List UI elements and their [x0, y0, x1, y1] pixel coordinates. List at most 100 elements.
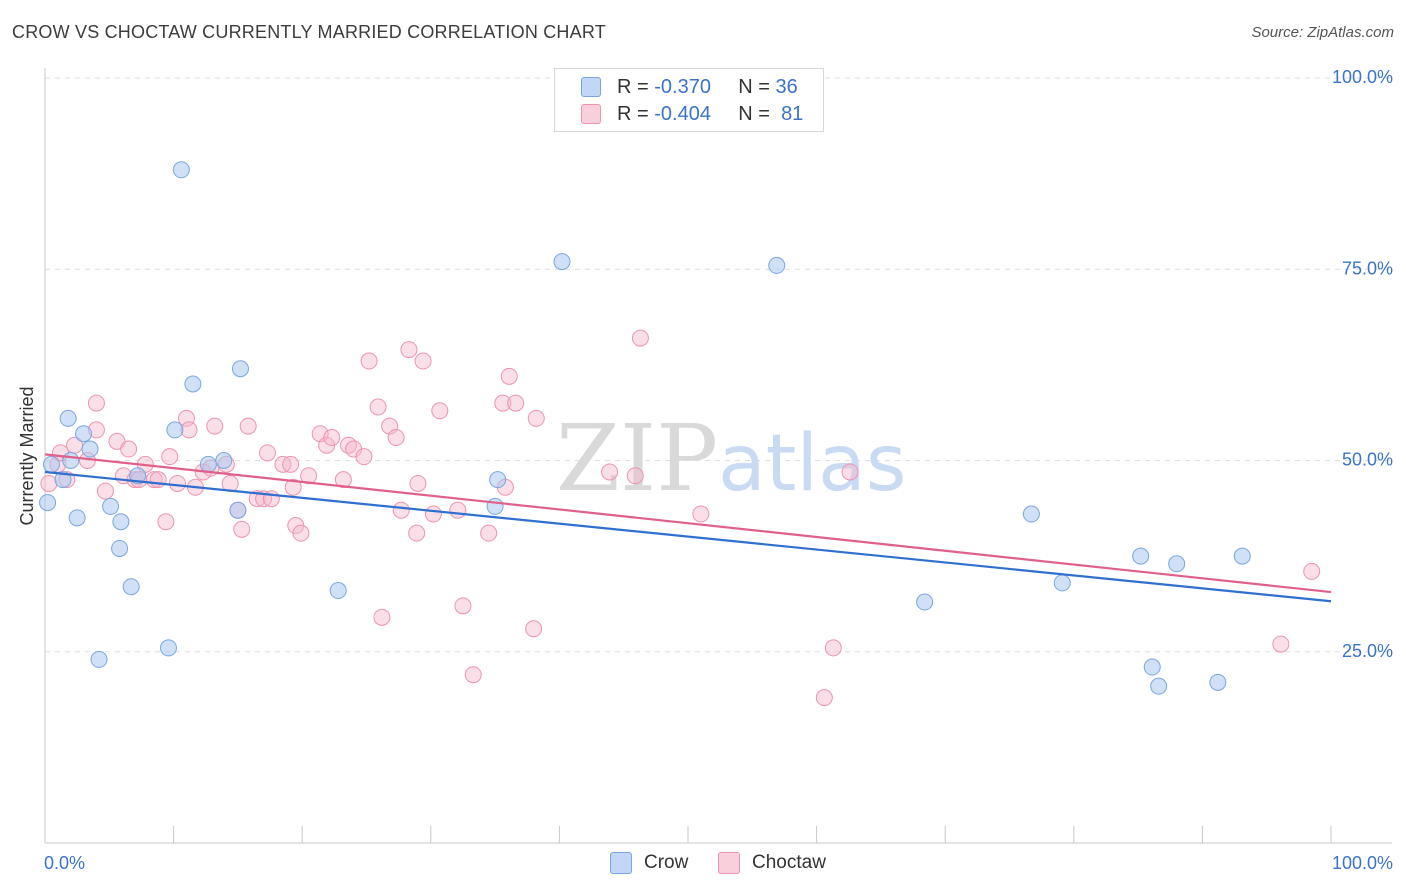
crow-legend-label: Crow — [644, 852, 689, 873]
choctaw-point — [355, 448, 373, 466]
choctaw-point — [480, 524, 498, 542]
choctaw-point — [1272, 635, 1290, 653]
choctaw-point — [692, 505, 710, 523]
choctaw-point — [373, 608, 391, 626]
legend-row-crow: R = -0.370 N = 36 — [581, 75, 798, 99]
crow-point — [90, 650, 108, 668]
choctaw-n-value: 81 — [781, 102, 804, 125]
crow-point — [768, 256, 786, 274]
crow-point — [62, 452, 80, 469]
crow-point — [199, 455, 217, 473]
axes — [44, 68, 1392, 844]
choctaw-point — [626, 467, 644, 485]
choctaw-point — [601, 463, 619, 481]
choctaw-legend-label: Choctaw — [752, 852, 826, 873]
crow-swatch — [581, 77, 601, 97]
crow-point — [81, 440, 99, 458]
crow-point — [329, 582, 347, 600]
choctaw-point — [206, 417, 224, 435]
crow-n-value: 36 — [775, 75, 798, 98]
chart-title: CROW VS CHOCTAW CURRENTLY MARRIED CORREL… — [12, 22, 606, 42]
choctaw-r-value: -0.404 — [654, 102, 711, 125]
source-label: Source: ZipAtlas.com — [1251, 24, 1394, 41]
legend-row-choctaw: R = -0.404 N = 81 — [581, 102, 803, 126]
choctaw-point — [233, 520, 251, 538]
choctaw-point — [464, 666, 482, 684]
choctaw-point — [500, 367, 518, 385]
choctaw-point — [284, 478, 302, 496]
choctaw-point — [157, 513, 175, 531]
y-tick-label: 75.0% — [1342, 258, 1393, 278]
trend-lines — [44, 453, 1332, 603]
crow-point — [42, 455, 60, 473]
crow-n-label: N = — [738, 75, 770, 98]
crow-point — [1143, 658, 1161, 676]
choctaw-point — [400, 341, 418, 359]
crow-point — [1168, 555, 1186, 573]
choctaw-point — [424, 505, 442, 523]
choctaw-r-label: R = — [617, 102, 649, 125]
crow-points — [39, 161, 1251, 695]
watermark-zip: ZIP — [556, 405, 718, 512]
choctaw-point — [323, 429, 341, 447]
crow-point — [112, 513, 130, 531]
choctaw-trendline — [44, 453, 1332, 594]
crow-legend-swatch — [610, 852, 632, 874]
choctaw-point — [454, 597, 472, 615]
legend-item-crow: Crow — [610, 852, 688, 874]
crow-point — [59, 409, 77, 427]
crow-r-value: -0.370 — [654, 75, 711, 98]
choctaw-point — [527, 409, 545, 427]
choctaw-points — [40, 329, 1321, 707]
choctaw-point — [494, 394, 512, 412]
choctaw-point — [414, 352, 432, 370]
crow-point — [553, 253, 571, 271]
crow-point — [231, 360, 249, 378]
choctaw-point — [392, 501, 410, 519]
crow-point — [916, 593, 934, 611]
choctaw-point — [841, 463, 859, 481]
choctaw-point — [334, 471, 352, 489]
series-legend: Crow Choctaw — [0, 852, 1406, 878]
choctaw-point — [239, 417, 257, 435]
crow-point — [68, 509, 86, 527]
choctaw-point — [369, 398, 387, 416]
choctaw-point — [824, 639, 842, 657]
choctaw-point — [815, 689, 833, 707]
choctaw-point — [507, 394, 525, 412]
y-tick-label: 25.0% — [1342, 641, 1393, 661]
crow-point — [75, 425, 93, 443]
choctaw-point — [449, 501, 467, 519]
choctaw-point — [180, 421, 198, 439]
crow-r-label: R = — [617, 75, 649, 98]
crow-point — [486, 497, 504, 515]
choctaw-point — [40, 474, 58, 492]
choctaw-point — [525, 620, 543, 638]
choctaw-point — [120, 440, 138, 458]
crow-point — [159, 639, 177, 657]
choctaw-point — [409, 474, 427, 492]
choctaw-point — [431, 402, 449, 420]
choctaw-point — [96, 482, 114, 500]
crow-point — [489, 471, 507, 489]
x-tick-label: 0.0% — [44, 853, 85, 873]
choctaw-point — [631, 329, 649, 347]
choctaw-point — [282, 455, 300, 473]
choctaw-point — [168, 474, 186, 492]
choctaw-point — [300, 467, 318, 485]
crow-point — [39, 494, 57, 512]
choctaw-point — [87, 394, 105, 412]
watermark: ZIP atlas — [556, 405, 907, 512]
correlation-legend: R = -0.370 N = 36 R = -0.404 N = 81 — [554, 68, 824, 132]
crow-point — [172, 161, 190, 179]
crow-point — [1053, 574, 1071, 592]
crow-point — [1209, 673, 1227, 691]
tick-labels: 0.0% 100.0% 25.0% 50.0% 75.0% 100.0% — [44, 67, 1393, 873]
crow-point — [102, 497, 120, 515]
choctaw-point — [408, 524, 426, 542]
choctaw-n-label: N = — [738, 102, 770, 125]
crow-point — [184, 375, 202, 393]
choctaw-point — [258, 444, 276, 462]
choctaw-point — [149, 471, 167, 489]
y-tick-label: 100.0% — [1332, 67, 1393, 87]
